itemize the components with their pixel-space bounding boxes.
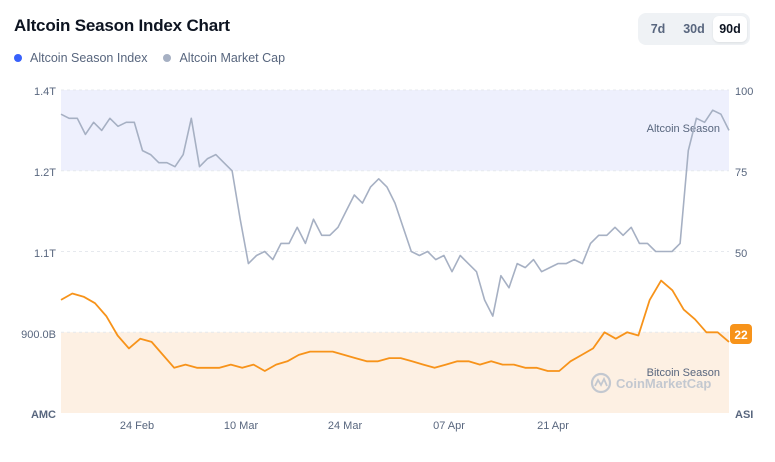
watermark-text: CoinMarketCap xyxy=(616,376,711,391)
altcoin-season-label: Altcoin Season xyxy=(647,123,720,135)
y-right-tick: 75 xyxy=(735,167,747,179)
legend-item-index[interactable]: Altcoin Season Index xyxy=(14,51,147,65)
chart-title: Altcoin Season Index Chart xyxy=(14,16,230,35)
y-right-tick: 100 xyxy=(735,86,753,98)
x-tick: 24 Feb xyxy=(120,420,154,432)
market-cap-line xyxy=(60,109,730,317)
cmc-logo-icon xyxy=(590,372,612,394)
legend-item-market-cap[interactable]: Altcoin Market Cap xyxy=(163,51,285,65)
range-7d-button[interactable]: 7d xyxy=(641,16,675,42)
y-left-tick: 1.4T xyxy=(34,86,56,98)
y-right-tick: 50 xyxy=(735,248,747,260)
y-left-axis-label: AMC xyxy=(31,409,56,421)
x-tick: 07 Apr xyxy=(433,420,465,432)
altcoin-season-zone xyxy=(61,90,729,171)
range-90d-button[interactable]: 90d xyxy=(713,16,747,42)
bitcoin-season-zone xyxy=(61,332,729,413)
x-tick: 21 Apr xyxy=(537,420,569,432)
y-left-tick: 1.2T xyxy=(34,167,56,179)
legend-label-index: Altcoin Season Index xyxy=(30,51,148,65)
range-30d-button[interactable]: 30d xyxy=(677,16,711,42)
chart-legend: Altcoin Season Index Altcoin Market Cap xyxy=(14,51,285,65)
current-value-text: 22 xyxy=(734,328,748,342)
x-tick: 10 Mar xyxy=(224,420,259,432)
y-left-tick: 1.1T xyxy=(34,248,56,260)
season-index-line xyxy=(60,279,730,372)
y-left-tick: 900.0B xyxy=(21,329,56,341)
time-range-selector: 7d 30d 90d xyxy=(638,13,750,45)
y-right-axis-label: ASI xyxy=(735,409,753,421)
bitcoin-season-label: Bitcoin Season xyxy=(647,367,720,379)
x-tick: 24 Mar xyxy=(328,420,363,432)
coinmarketcap-watermark: CoinMarketCap xyxy=(590,372,711,394)
legend-dot-icon xyxy=(14,54,22,62)
legend-label-market-cap: Altcoin Market Cap xyxy=(179,51,286,65)
current-value-badge: 22 xyxy=(730,324,752,344)
cmc-logo-mark-icon xyxy=(594,376,608,387)
legend-dot-icon xyxy=(163,54,172,62)
